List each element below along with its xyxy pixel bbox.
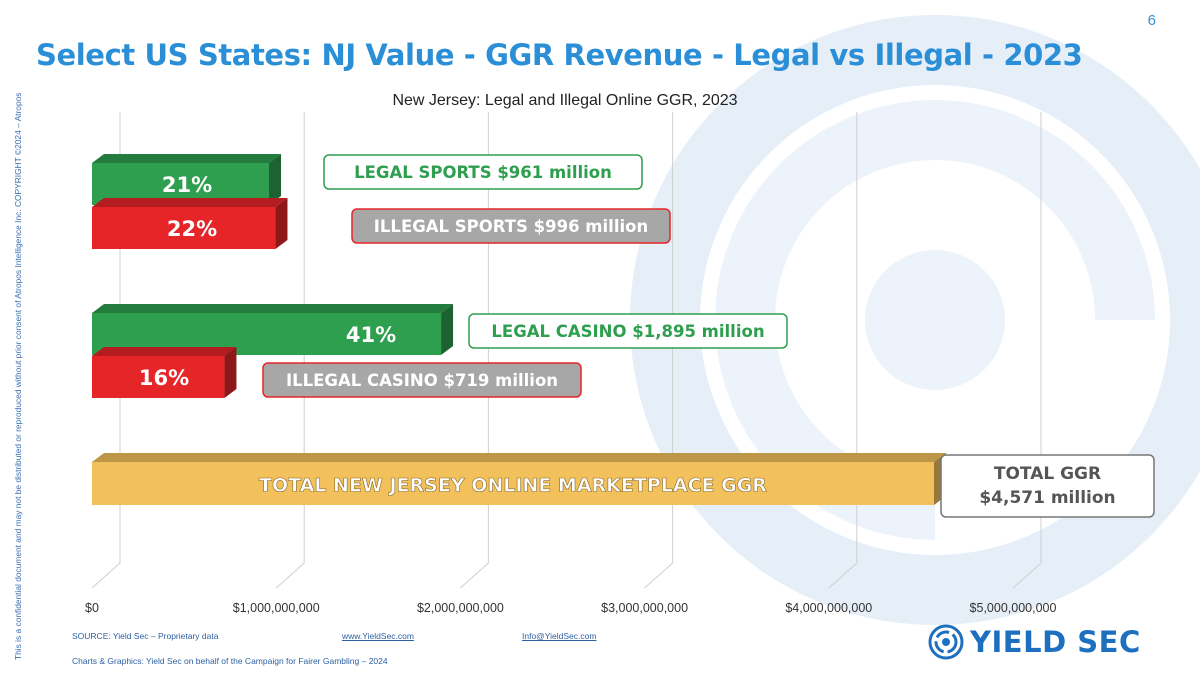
bar-value-label: 22%: [167, 217, 217, 241]
callout-text: LEGAL SPORTS $961 million: [354, 163, 612, 182]
yield-sec-logo-icon: [928, 624, 964, 660]
footer-email-link[interactable]: Info@YieldSec.com: [522, 631, 597, 641]
bar-side-face: [441, 304, 454, 355]
bar-top-face: [92, 198, 288, 207]
gridline-floor: [644, 562, 673, 589]
page-title: Select US States: NJ Value - GGR Revenue…: [36, 38, 1083, 72]
gridline-floor: [1012, 562, 1042, 589]
chart-title: New Jersey: Legal and Illegal Online GGR…: [392, 92, 738, 109]
bar-side-face: [269, 154, 282, 205]
x-tick-label: $3,000,000,000: [601, 601, 688, 615]
bar-side-face: [275, 198, 288, 249]
yield-sec-logo: YIELD SEC: [928, 622, 1141, 662]
page-number: 6: [1147, 12, 1156, 29]
bar-side-face: [224, 347, 237, 398]
bar-top-face: [92, 154, 282, 163]
logo-text: YIELD SEC: [970, 625, 1141, 659]
gridline-floor: [275, 562, 305, 589]
bar: [92, 356, 225, 398]
gridline-floor: [460, 562, 489, 589]
x-tick-label: $4,000,000,000: [785, 601, 872, 615]
footer-credit: Charts & Graphics: Yield Sec on behalf o…: [72, 656, 388, 666]
callout-text: TOTAL GGR: [994, 464, 1101, 484]
bar-value-label: TOTAL NEW JERSEY ONLINE MARKETPLACE GGR: [259, 475, 767, 497]
bar-top-face: [92, 453, 946, 462]
callout-box: [940, 454, 1155, 518]
x-tick-label: $0: [85, 601, 99, 615]
x-tick-label: $1,000,000,000: [233, 601, 320, 615]
callout-box: [468, 313, 788, 349]
bar: [92, 462, 934, 505]
bar: [92, 207, 276, 249]
callout-text: LEGAL CASINO $1,895 million: [491, 322, 764, 341]
bar-value-label: 16%: [139, 366, 189, 390]
x-tick-label: $5,000,000,000: [970, 601, 1057, 615]
bar-value-label: 41%: [346, 323, 396, 347]
callout-box: [262, 362, 582, 398]
callout-box: [351, 208, 671, 244]
gridline-floor: [91, 562, 121, 589]
bar-top-face: [92, 304, 454, 313]
callout-text: ILLEGAL SPORTS $996 million: [374, 217, 648, 236]
footer-source: SOURCE: Yield Sec – Proprietary data: [72, 631, 219, 641]
x-tick-label: $2,000,000,000: [417, 601, 504, 615]
callout-box: [323, 154, 643, 190]
gridline-floor: [828, 562, 858, 589]
callout-text: $4,571 million: [979, 488, 1115, 508]
bar-value-label: 21%: [162, 173, 212, 197]
bar-top-face: [92, 347, 237, 356]
footer-website-link[interactable]: www.YieldSec.com: [342, 631, 414, 641]
callout-text: ILLEGAL CASINO $719 million: [286, 371, 558, 390]
